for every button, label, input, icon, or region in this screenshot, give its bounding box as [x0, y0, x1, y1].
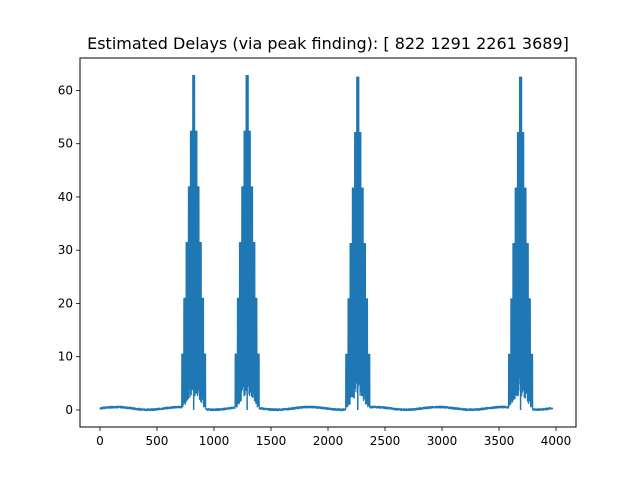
x-tick-label: 1000: [199, 434, 230, 448]
y-tick-label: 60: [58, 83, 73, 97]
x-tick-label: 3500: [484, 434, 515, 448]
x-tick-label: 3000: [427, 434, 458, 448]
x-tick-label: 4000: [541, 434, 572, 448]
series-line-0: [99, 74, 554, 412]
y-tick-label: 30: [58, 243, 73, 257]
y-axis: 0 10 20 30 40 50 60: [58, 83, 80, 417]
y-tick-label: 20: [58, 296, 73, 310]
x-tick-label: 2500: [370, 434, 401, 448]
y-tick-label: 10: [58, 350, 73, 364]
x-tick-label: 1500: [256, 434, 287, 448]
x-tick-label: 500: [146, 434, 169, 448]
chart-title: Estimated Delays (via peak finding): [ 8…: [87, 34, 569, 53]
plot-area: [99, 74, 554, 412]
x-axis: 0 500 1000 1500 2000 2500 3000 3500 4000: [96, 427, 571, 448]
y-tick-label: 50: [58, 137, 73, 151]
y-tick-label: 40: [58, 190, 73, 204]
x-tick-label: 0: [96, 434, 104, 448]
y-tick-label: 0: [65, 403, 73, 417]
x-tick-label: 2000: [313, 434, 344, 448]
axes-frame: [79, 57, 577, 428]
